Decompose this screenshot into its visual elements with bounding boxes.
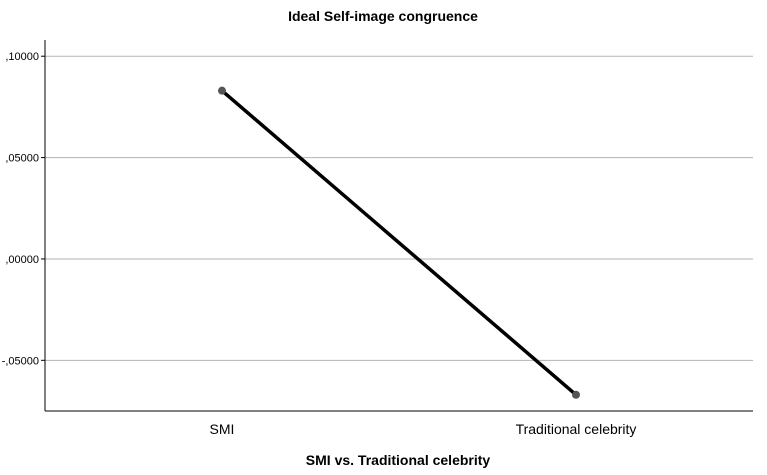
x-tick-label: SMI (210, 421, 235, 437)
series-line (220, 89, 578, 397)
y-tick-label: -,05000 (2, 355, 39, 367)
y-tick-label: ,00000 (5, 254, 39, 266)
x-axis-label: SMI vs. Traditional celebrity (306, 452, 491, 468)
y-tick-label: ,10000 (5, 51, 39, 63)
y-axis-tick-labels: ,10000 ,05000 ,00000 -,05000 (2, 51, 45, 367)
data-point (572, 390, 580, 399)
gridlines (45, 55, 753, 361)
chart-title: Ideal Self-image congruence (288, 8, 478, 24)
series (218, 86, 580, 399)
data-point (218, 86, 226, 95)
y-tick-label: ,05000 (5, 153, 39, 165)
x-axis-tick-labels: SMI Traditional celebrity (210, 421, 637, 437)
x-tick-label: Traditional celebrity (516, 421, 637, 437)
